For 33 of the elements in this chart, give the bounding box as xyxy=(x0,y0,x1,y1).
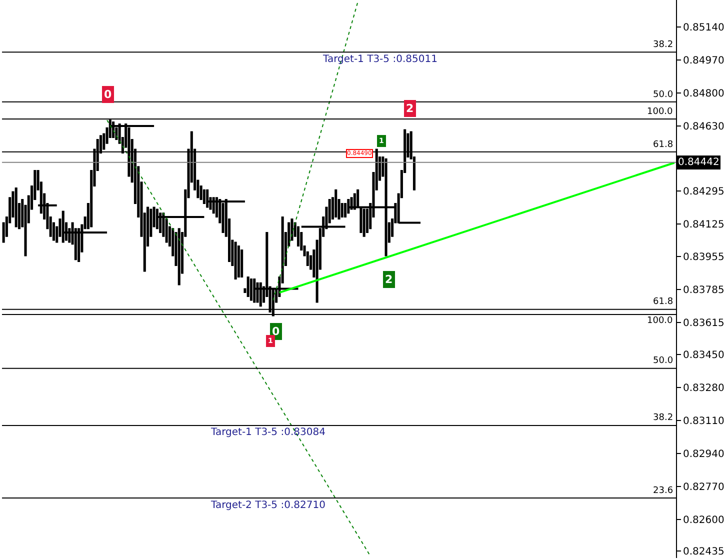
annotation: 100.0 xyxy=(647,107,674,117)
y-tick-label: 0.83280 xyxy=(683,383,724,394)
annotation: 61.8 xyxy=(653,140,674,150)
y-tick-label: 0.83110 xyxy=(683,416,724,427)
y-tick-label: 0.83450 xyxy=(683,350,724,362)
y-tick-label: 0.84295 xyxy=(683,186,724,198)
annotation: Target-2 T3-5 :0.82710 xyxy=(210,500,326,511)
annotation: 23.6 xyxy=(653,486,674,496)
y-tick-label: 0.84125 xyxy=(683,219,724,230)
y-tick-label: 0.84630 xyxy=(683,121,724,132)
y-tick-label: 0.85140 xyxy=(683,22,724,34)
annotation: Target-1 T3-5 :0.83084 xyxy=(210,427,326,438)
annotation: 100.0 xyxy=(647,316,674,326)
y-tick-label: 0.83615 xyxy=(683,318,724,330)
y-tick-label: 0.84970 xyxy=(683,56,724,67)
y-tick-label: 0.82600 xyxy=(683,514,724,526)
y-tick-label: 0.84800 xyxy=(683,88,724,100)
annotation: 38.2 xyxy=(653,40,674,50)
y-tick-label: 0.83785 xyxy=(683,285,724,296)
y-tick-label: 0.83955 xyxy=(683,252,724,264)
annotation: 2 xyxy=(385,273,393,286)
annotation: 0 xyxy=(272,325,280,338)
annotation: 61.8 xyxy=(653,297,674,307)
annotation: 38.2 xyxy=(653,413,674,423)
y-tick-label: 0.82435 xyxy=(683,546,724,558)
y-tick-label: 0.82770 xyxy=(683,482,724,493)
annotation: 50.0 xyxy=(653,356,674,366)
y-tick-label: 0.82940 xyxy=(683,448,724,460)
ref-line-label: 0.84442 xyxy=(678,157,720,168)
annotation: 2 xyxy=(406,102,414,115)
annotation: 0 xyxy=(104,88,112,101)
annotation: 50.0 xyxy=(653,90,674,100)
annotation: Target-1 T3-5 :0.85011 xyxy=(322,54,438,65)
